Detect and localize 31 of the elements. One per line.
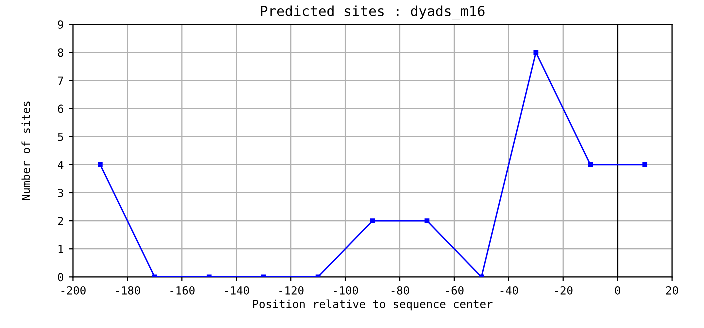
y-tick-label: 1	[58, 245, 64, 254]
point	[370, 218, 376, 224]
x-tick-label: -20	[555, 286, 573, 295]
y-tick-label: 4	[58, 161, 64, 170]
y-axis-title: Number of sites	[22, 102, 30, 200]
x-tick-label: -180	[116, 286, 140, 295]
point	[534, 50, 539, 56]
x-axis-title: Position relative to sequence center	[253, 300, 493, 311]
chart-title: Predicted sites : dyads_m16	[261, 6, 485, 20]
y-tick-label: 8	[58, 48, 64, 58]
x-tick-label: -200	[62, 286, 86, 295]
y-tick-label: 0	[58, 273, 64, 282]
x-tick-label: 20	[666, 286, 678, 295]
y-tick-label: 2	[58, 217, 64, 226]
x-tick-label: -80	[392, 286, 410, 295]
y-tick-label: 9	[58, 20, 64, 30]
y-tick-label: 5	[58, 133, 64, 142]
y-tick-label: 6	[58, 104, 64, 114]
x-tick-label: -100	[334, 286, 358, 295]
point	[424, 218, 430, 224]
point	[642, 162, 648, 168]
y-tick-label: 7	[58, 76, 64, 85]
x-tick-label: -120	[280, 286, 304, 295]
x-tick-label: -40	[500, 286, 518, 295]
x-tick-label: -160	[170, 286, 195, 295]
y-tick-label: 3	[58, 188, 64, 198]
point	[588, 162, 594, 168]
x-tick-label: -140	[225, 286, 250, 295]
x-tick-label: -60	[446, 286, 464, 295]
point	[98, 162, 103, 168]
x-tick-label: 0	[615, 286, 620, 295]
